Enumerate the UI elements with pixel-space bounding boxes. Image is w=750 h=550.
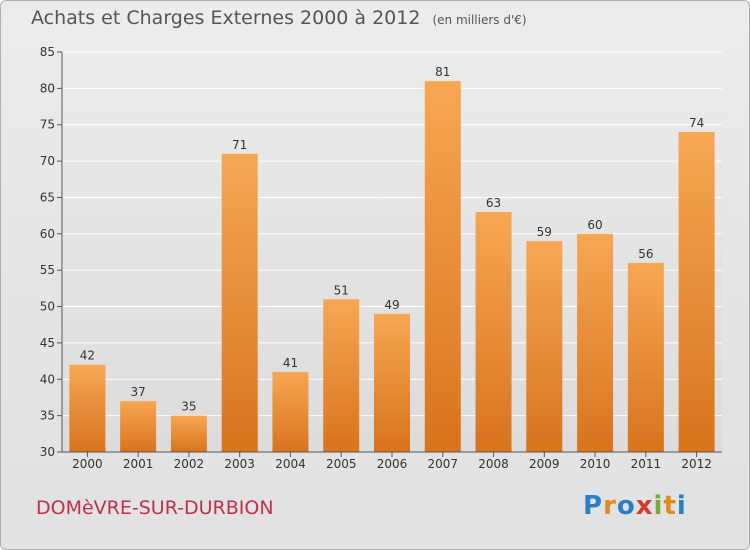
data-label: 59 — [537, 225, 552, 239]
bar-2006 — [374, 313, 410, 452]
y-tick-label: 85 — [40, 45, 55, 59]
data-label: 49 — [384, 298, 399, 312]
y-tick-label: 30 — [40, 445, 55, 459]
logo-letter: o — [616, 491, 636, 521]
y-tick-label: 35 — [40, 409, 55, 423]
data-label: 37 — [131, 385, 146, 399]
x-tick-label: 2011 — [631, 457, 662, 471]
x-tick-label: 2009 — [529, 457, 560, 471]
data-label: 71 — [232, 138, 247, 152]
data-label: 74 — [689, 116, 704, 130]
x-tick-label: 2010 — [580, 457, 611, 471]
unit-note: (en milliers d'€) — [432, 13, 527, 27]
bar-2008 — [475, 212, 512, 452]
commune-name: DOMèVRE-SUR-DURBION — [36, 497, 274, 519]
bar-2004 — [272, 372, 309, 452]
logo-letter: i — [676, 491, 687, 521]
x-tick-label: 2012 — [681, 457, 712, 471]
bar-2001 — [120, 401, 157, 452]
y-tick-label: 60 — [40, 227, 55, 241]
bar-2005 — [323, 299, 360, 452]
logo-letter: r — [603, 491, 617, 521]
y-tick-label: 75 — [40, 118, 55, 132]
bar-2007 — [424, 81, 461, 452]
bar-2011 — [627, 262, 664, 452]
logo-letter: i — [653, 491, 664, 521]
x-tick-label: 2003 — [224, 457, 255, 471]
data-label: 41 — [283, 356, 298, 370]
x-tick-label: 2000 — [72, 457, 103, 471]
data-label: 81 — [435, 65, 450, 79]
bar-2000 — [69, 364, 106, 452]
y-tick-label: 40 — [40, 372, 55, 386]
data-label: 63 — [486, 196, 501, 210]
y-tick-label: 50 — [40, 300, 55, 314]
logo-letter: x — [635, 491, 654, 521]
title-text: Achats et Charges Externes 2000 à 2012 — [31, 7, 421, 29]
data-label: 60 — [587, 218, 602, 232]
bar-2009 — [526, 241, 563, 452]
x-tick-label: 2008 — [478, 457, 509, 471]
chart-title: Achats et Charges Externes 2000 à 2012 (e… — [31, 7, 527, 29]
data-label: 35 — [181, 400, 196, 414]
bar-2012 — [678, 132, 715, 452]
bar-2002 — [170, 415, 207, 452]
x-tick-label: 2002 — [174, 457, 205, 471]
bar-2003 — [221, 153, 258, 452]
data-label: 51 — [334, 283, 349, 297]
logo-letter: t — [663, 491, 677, 521]
x-tick-label: 2007 — [427, 457, 458, 471]
x-tick-label: 2004 — [275, 457, 306, 471]
data-label: 42 — [80, 349, 95, 363]
x-tick-label: 2005 — [326, 457, 357, 471]
bar-2010 — [577, 233, 614, 452]
y-tick-label: 70 — [40, 154, 55, 168]
y-tick-label: 45 — [40, 336, 55, 350]
y-tick-label: 65 — [40, 190, 55, 204]
x-tick-label: 2006 — [377, 457, 408, 471]
x-tick-label: 2001 — [123, 457, 154, 471]
data-label: 56 — [638, 247, 653, 261]
logo-letter: P — [583, 491, 604, 521]
proxiti-logo: Proxiti — [583, 491, 687, 521]
y-tick-label: 80 — [40, 81, 55, 95]
y-tick-label: 55 — [40, 263, 55, 277]
